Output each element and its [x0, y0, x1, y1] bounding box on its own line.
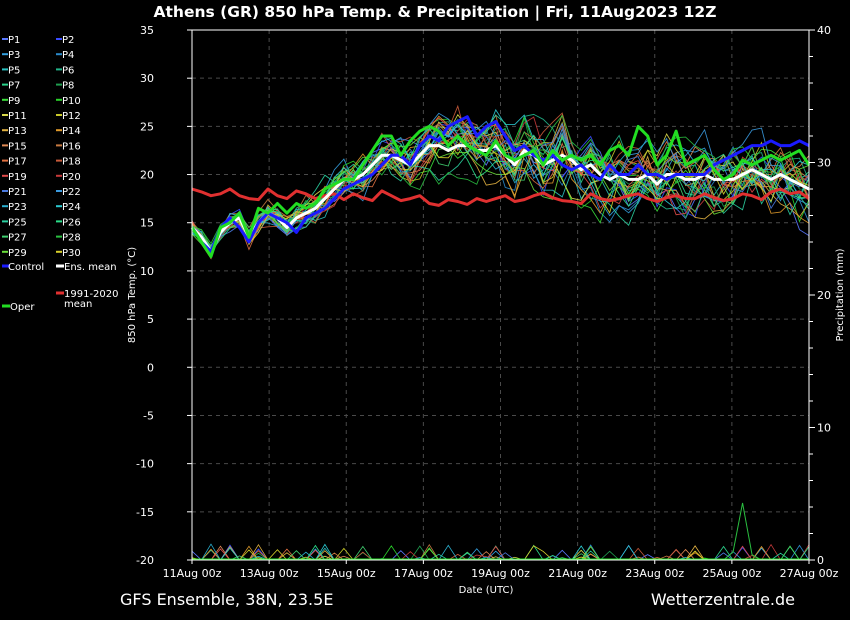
- footer-right: Wetterzentrale.de: [651, 590, 795, 609]
- legend-label: Ens. mean: [64, 262, 117, 273]
- legend-label: P19: [8, 172, 27, 183]
- legend-label: P28: [62, 233, 81, 244]
- legend-label: P16: [62, 141, 81, 152]
- y-tick-label: -10: [136, 458, 154, 471]
- legend-label: P17: [8, 157, 27, 168]
- y2-tick-label: 40: [817, 24, 831, 37]
- legend-label: P20: [62, 172, 81, 183]
- chart-title: Athens (GR) 850 hPa Temp. & Precipitatio…: [154, 3, 717, 22]
- legend-label: P1: [8, 35, 20, 46]
- y-tick-label: 10: [140, 265, 154, 278]
- legend-label: 1991-2020 mean: [64, 289, 119, 310]
- legend-label: P27: [8, 233, 27, 244]
- legend-label: P30: [62, 248, 81, 259]
- ensemble-member-line: [191, 114, 810, 245]
- legend: P1 P2 P3 P4 P5 P6 P7 P8 P9 P10 P11 P12 P13 P14 P15 P16 P…: [2, 35, 119, 313]
- legend-label: P7: [8, 81, 20, 92]
- y-tick-label: -5: [143, 409, 154, 422]
- y-axis-ticks: 35 30 25 20 15 10 5 0 -5 -10 -15 -20: [136, 24, 192, 567]
- legend-label: P15: [8, 141, 27, 152]
- footer-left: GFS Ensemble, 38N, 23.5E: [120, 590, 333, 609]
- y2-tick-label: 30: [817, 157, 831, 170]
- legend-label: P9: [8, 96, 20, 107]
- ensemble-member-line: [191, 132, 810, 249]
- y2-tick-label: 0: [817, 554, 824, 567]
- x-tick-label: 21Aug 00z: [548, 567, 607, 580]
- x-tick-label: 15Aug 00z: [317, 567, 376, 580]
- x-axis-label: Date (UTC): [459, 585, 514, 596]
- main-series-lines: [190, 115, 811, 258]
- legend-label: P21: [8, 187, 27, 198]
- x-tick-label: 19Aug 00z: [471, 567, 530, 580]
- y2-tick-label: 20: [817, 289, 831, 302]
- x-tick-label: 17Aug 00z: [394, 567, 453, 580]
- ensemble-member-line: [191, 114, 810, 257]
- legend-label: P11: [8, 111, 27, 122]
- legend-label: P25: [8, 217, 27, 228]
- legend-label: P14: [62, 126, 81, 137]
- legend-label: P2: [62, 35, 74, 46]
- legend-label: P3: [8, 50, 20, 61]
- legend-label: Control: [8, 262, 44, 273]
- legend-label: P23: [8, 202, 27, 213]
- y-tick-label: -20: [136, 554, 154, 567]
- y2-tick-label: 10: [817, 422, 831, 435]
- legend-label: P8: [62, 81, 74, 92]
- series-line: [190, 124, 811, 258]
- y-tick-label: 35: [140, 24, 154, 37]
- y-tick-label: 20: [140, 169, 154, 182]
- legend-label: P22: [62, 187, 81, 198]
- y-tick-label: 5: [147, 313, 154, 326]
- grid-lines: [192, 30, 809, 560]
- y-axis-label: 850 hPa Temp. (°C): [127, 247, 138, 343]
- y-tick-label: 30: [140, 72, 154, 85]
- legend-label: P13: [8, 126, 27, 137]
- y2-axis-label: Precipitation (mm): [835, 248, 846, 341]
- legend-label: Oper: [10, 302, 35, 313]
- legend-label: P29: [8, 248, 27, 259]
- x-tick-label: 11Aug 00z: [163, 567, 222, 580]
- legend-label: P12: [62, 111, 81, 122]
- y-tick-label: -15: [136, 506, 154, 519]
- legend-label: P18: [62, 157, 81, 168]
- y-tick-label: 0: [147, 361, 154, 374]
- legend-label: P10: [62, 96, 81, 107]
- x-tick-label: 25Aug 00z: [703, 567, 762, 580]
- x-tick-label: 23Aug 00z: [625, 567, 684, 580]
- legend-label: P26: [62, 217, 81, 228]
- x-tick-label: 27Aug 00z: [780, 567, 839, 580]
- series-line: [191, 187, 810, 207]
- legend-label: P6: [62, 65, 74, 76]
- y-tick-label: 15: [140, 217, 154, 230]
- legend-label: P24: [62, 202, 81, 213]
- ensemble-member-line: [191, 113, 810, 252]
- x-axis-ticks: 11Aug 00z 13Aug 00z 15Aug 00z 17Aug 00z 19Au…: [163, 560, 839, 580]
- x-tick-label: 13Aug 00z: [240, 567, 299, 580]
- y2-axis-ticks: 40 30 20 10 0: [809, 24, 831, 567]
- legend-label: P5: [8, 65, 20, 76]
- y-tick-label: 25: [140, 120, 154, 133]
- legend-label: P4: [62, 50, 74, 61]
- series-line: [190, 115, 810, 254]
